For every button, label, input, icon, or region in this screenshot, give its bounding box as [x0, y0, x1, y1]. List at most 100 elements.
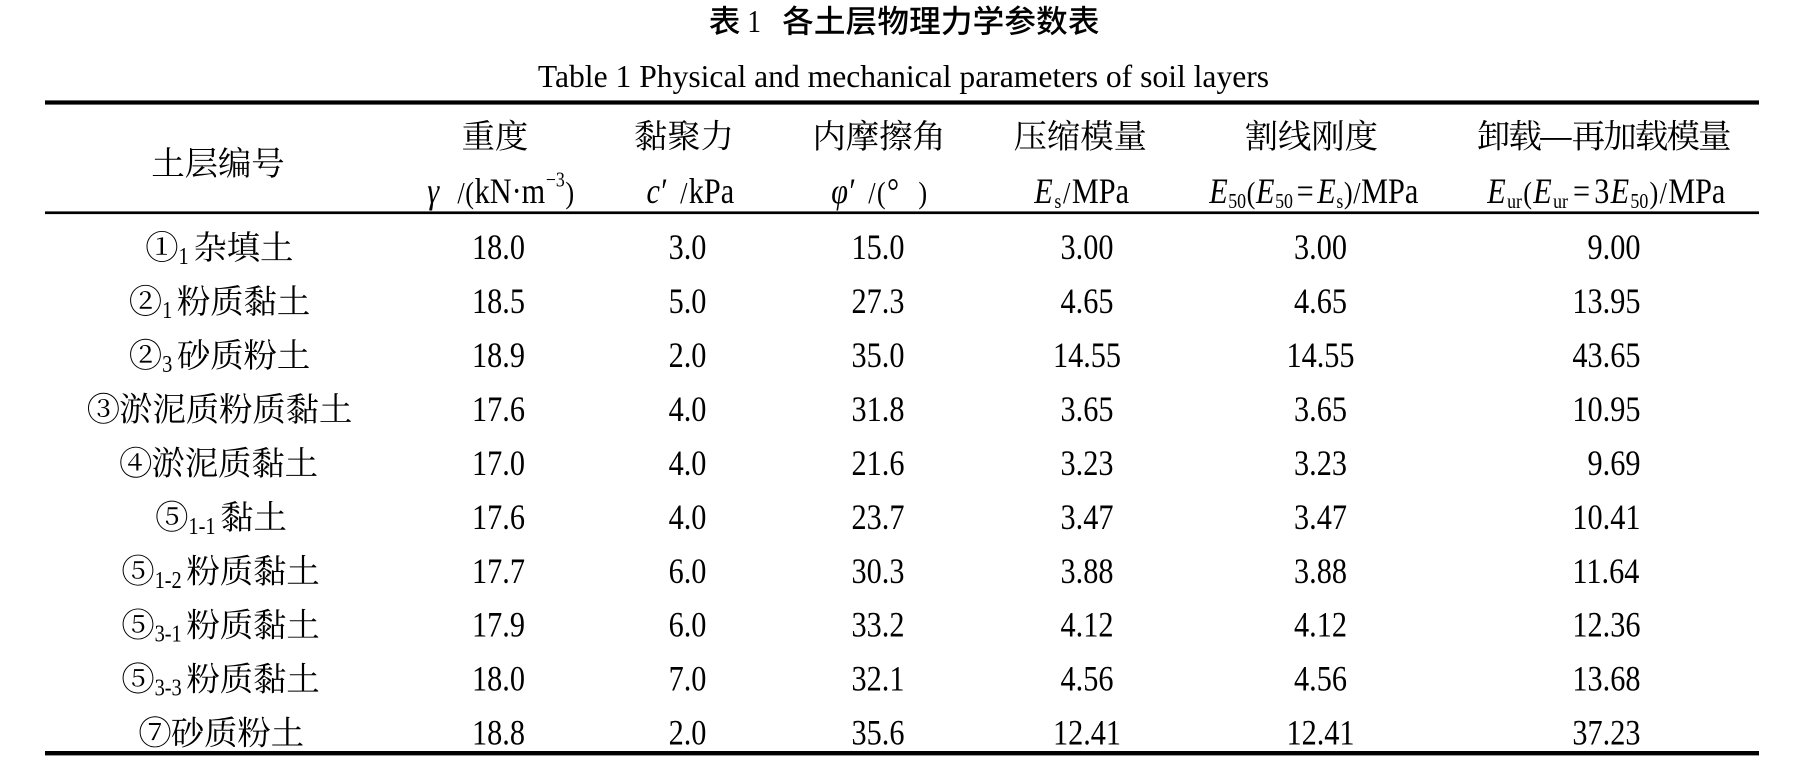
- svg-text:′: ′: [849, 173, 856, 212]
- svg-text:18.9: 18.9: [472, 337, 525, 376]
- svg-text:17.6: 17.6: [472, 391, 525, 430]
- svg-text:4.0: 4.0: [669, 499, 707, 538]
- svg-text:4.56: 4.56: [1061, 660, 1114, 699]
- svg-text:18.0: 18.0: [472, 660, 525, 699]
- svg-text:s: s: [1336, 191, 1343, 214]
- svg-text:4.65: 4.65: [1294, 283, 1347, 322]
- svg-text:−3: −3: [546, 169, 565, 192]
- svg-text:E: E: [1208, 173, 1227, 212]
- svg-text:3.00: 3.00: [1061, 229, 1114, 268]
- svg-text:11.64: 11.64: [1572, 553, 1639, 592]
- svg-text:1: 1: [162, 297, 172, 324]
- svg-text:/: /: [457, 176, 464, 210]
- svg-text:(: (: [877, 176, 886, 210]
- svg-text:′: ′: [661, 173, 668, 212]
- svg-text:1: 1: [179, 243, 189, 270]
- svg-text:E: E: [1486, 173, 1505, 212]
- svg-text:3.88: 3.88: [1294, 553, 1347, 592]
- svg-text:30.3: 30.3: [852, 553, 905, 592]
- svg-text:kN·m: kN·m: [475, 173, 546, 212]
- svg-text:ur: ur: [1507, 191, 1522, 214]
- svg-text:φ: φ: [831, 173, 848, 212]
- svg-text:MPa: MPa: [1668, 173, 1725, 212]
- svg-text:): ): [1650, 176, 1659, 210]
- svg-text:23.7: 23.7: [852, 499, 905, 538]
- svg-text:4.12: 4.12: [1061, 607, 1114, 646]
- svg-text:1-2: 1-2: [155, 566, 182, 593]
- svg-text:/: /: [1353, 176, 1360, 210]
- svg-text:7.0: 7.0: [669, 660, 707, 699]
- svg-text:6.0: 6.0: [669, 607, 707, 646]
- svg-text:10.95: 10.95: [1572, 391, 1640, 430]
- svg-text:°: °: [887, 173, 899, 212]
- svg-text:Table 1 Physical and mechanica: Table 1 Physical and mechanical paramete…: [538, 59, 1269, 94]
- svg-text:3: 3: [1594, 173, 1609, 212]
- svg-text:(: (: [465, 176, 474, 210]
- svg-text:3.65: 3.65: [1061, 391, 1114, 430]
- svg-text:): ): [918, 176, 927, 210]
- svg-text:37.23: 37.23: [1572, 714, 1640, 753]
- svg-text:50: 50: [1228, 191, 1246, 214]
- svg-text:10.41: 10.41: [1572, 499, 1640, 538]
- svg-text:3.23: 3.23: [1061, 445, 1114, 484]
- svg-text:): ): [1344, 176, 1353, 210]
- svg-text:3.65: 3.65: [1294, 391, 1347, 430]
- svg-text:3: 3: [162, 351, 172, 378]
- svg-text:3-1: 3-1: [155, 620, 182, 647]
- svg-text:2.0: 2.0: [669, 714, 707, 753]
- svg-text:MPa: MPa: [1072, 173, 1129, 212]
- svg-text:(: (: [1523, 176, 1532, 210]
- svg-text:E: E: [1532, 173, 1551, 212]
- svg-text:kPa: kPa: [689, 173, 735, 212]
- svg-text:12.41: 12.41: [1053, 714, 1121, 753]
- svg-text:13.68: 13.68: [1572, 660, 1640, 699]
- svg-text:/: /: [1660, 176, 1667, 210]
- svg-text:4.0: 4.0: [669, 391, 707, 430]
- svg-text:E: E: [1610, 173, 1629, 212]
- svg-text:3.88: 3.88: [1061, 553, 1114, 592]
- svg-text:/: /: [868, 176, 875, 210]
- svg-text:ur: ur: [1553, 191, 1568, 214]
- svg-text:2.0: 2.0: [669, 337, 707, 376]
- svg-text:17.7: 17.7: [472, 553, 525, 592]
- svg-text:14.55: 14.55: [1286, 337, 1354, 376]
- svg-text:3.23: 3.23: [1294, 445, 1347, 484]
- svg-text:3.47: 3.47: [1294, 499, 1347, 538]
- svg-text:4.65: 4.65: [1061, 283, 1114, 322]
- svg-text:50: 50: [1275, 191, 1293, 214]
- svg-text:31.8: 31.8: [852, 391, 905, 430]
- svg-text:=: =: [1573, 173, 1590, 212]
- svg-text:E: E: [1316, 173, 1335, 212]
- svg-text:MPa: MPa: [1361, 173, 1418, 212]
- svg-text:γ: γ: [427, 173, 440, 212]
- svg-text:17.6: 17.6: [472, 499, 525, 538]
- svg-text:17.9: 17.9: [472, 607, 525, 646]
- svg-text:35.6: 35.6: [852, 714, 905, 753]
- svg-text:13.95: 13.95: [1572, 283, 1640, 322]
- svg-text:35.0: 35.0: [852, 337, 905, 376]
- svg-text:): ): [565, 176, 574, 210]
- svg-text:12.36: 12.36: [1572, 607, 1640, 646]
- svg-text:18.5: 18.5: [472, 283, 525, 322]
- svg-text:18.8: 18.8: [472, 714, 525, 753]
- svg-text:E: E: [1255, 173, 1274, 212]
- svg-text:4.12: 4.12: [1294, 607, 1347, 646]
- svg-text:c: c: [646, 173, 660, 212]
- svg-text:1: 1: [747, 5, 761, 39]
- svg-text:4.56: 4.56: [1294, 660, 1347, 699]
- svg-text:15.0: 15.0: [852, 229, 905, 268]
- svg-text:5.0: 5.0: [669, 283, 707, 322]
- svg-text:6.0: 6.0: [669, 553, 707, 592]
- svg-text:=: =: [1297, 173, 1314, 212]
- svg-text:21.6: 21.6: [852, 445, 905, 484]
- svg-text:3.00: 3.00: [1294, 229, 1347, 268]
- svg-text:3.0: 3.0: [669, 229, 707, 268]
- svg-text:32.1: 32.1: [852, 660, 905, 699]
- svg-text:9.69: 9.69: [1588, 445, 1641, 484]
- svg-text:s: s: [1054, 191, 1061, 214]
- svg-text:3-3: 3-3: [155, 674, 182, 701]
- svg-text:17.0: 17.0: [472, 445, 525, 484]
- svg-text:12.41: 12.41: [1286, 714, 1354, 753]
- svg-text:/: /: [1063, 176, 1070, 210]
- svg-text:1-1: 1-1: [188, 512, 215, 539]
